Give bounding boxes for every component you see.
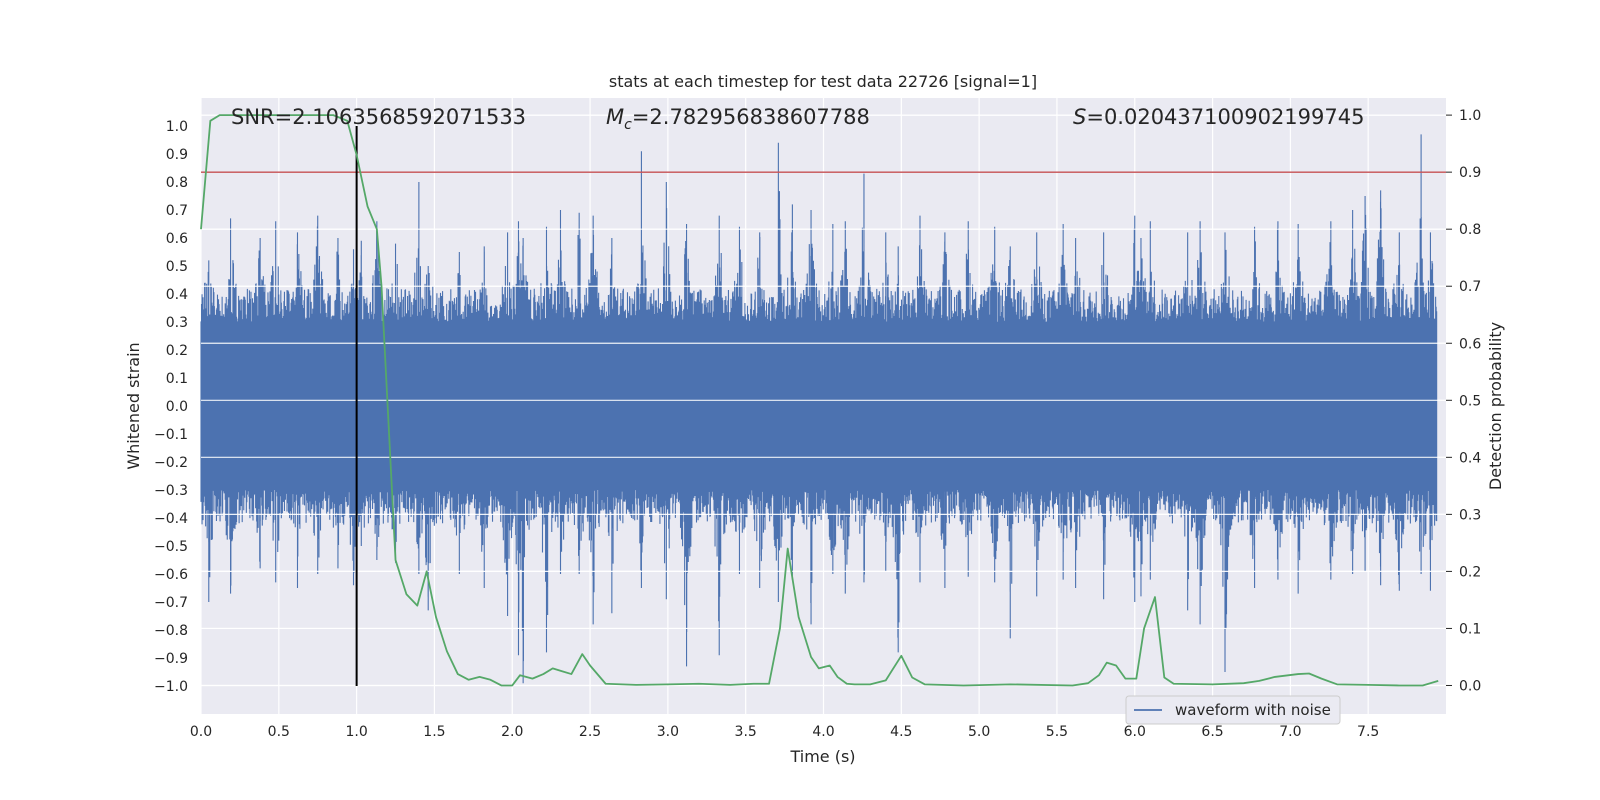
y2-tick-label: 1.0 <box>1459 108 1481 124</box>
x-axis-ticks: 0.0 0.5 1.0 1.5 2.0 2.5 3.0 3.5 4.0 4.5 5.0 5.5 6.0 6… <box>190 724 1379 740</box>
spin-annotation: S=0.020437100902199745 <box>1073 105 1364 129</box>
x-axis-label: Time (s) <box>789 747 855 766</box>
y-tick-label: −0.8 <box>154 623 188 639</box>
y2-tick-label: 0.2 <box>1459 564 1481 580</box>
y-tick-label: 1.0 <box>166 119 188 135</box>
x-tick-label: 5.0 <box>968 724 990 740</box>
y2-tick-label: 0.1 <box>1459 621 1481 637</box>
y-tick-label: −0.3 <box>154 483 188 499</box>
y-tick-label: 0.4 <box>166 287 188 303</box>
y-tick-label: 0.6 <box>166 231 188 247</box>
chirp-mass-value: =2.782956838607788 <box>632 105 870 129</box>
x-tick-label: 5.5 <box>1046 724 1068 740</box>
legend: waveform with noise <box>1125 695 1341 725</box>
x-tick-label: 0.0 <box>190 724 212 740</box>
x-tick-label: 0.5 <box>268 724 290 740</box>
y2-tick-label: 0.8 <box>1459 222 1481 238</box>
y-axis-label: Whitened strain <box>124 342 143 469</box>
chirp-mass-symbol: M <box>606 105 624 129</box>
x-tick-label: 1.0 <box>345 724 367 740</box>
x-tick-label: 6.5 <box>1201 724 1223 740</box>
spin-value: =0.020437100902199745 <box>1086 105 1364 129</box>
y-tick-label: −0.5 <box>154 539 188 555</box>
y-tick-label: −1.0 <box>154 679 188 695</box>
y2-axis-label: Detection probability <box>1486 322 1505 490</box>
spin-symbol: S <box>1073 105 1086 129</box>
y2-tick-label: 0.5 <box>1459 393 1481 409</box>
y-tick-label: 0.7 <box>166 203 188 219</box>
waveform-core-band <box>201 322 1437 490</box>
chirp-mass-annotation: Mc=2.782956838607788 <box>606 105 870 133</box>
x-tick-label: 4.0 <box>812 724 834 740</box>
legend-label: waveform with noise <box>1175 701 1331 719</box>
legend-box <box>1125 695 1341 725</box>
y-tick-label: 0.3 <box>166 315 188 331</box>
detection-probability-series <box>200 114 1439 687</box>
x-tick-label: 7.5 <box>1357 724 1379 740</box>
chirp-mass-subscript: c <box>624 117 632 133</box>
x-tick-label: 6.0 <box>1124 724 1146 740</box>
y-tick-label: −0.2 <box>154 455 188 471</box>
chart-title: stats at each timestep for test data 227… <box>609 72 1037 91</box>
y2-tick-label: 0.3 <box>1459 507 1481 523</box>
y-tick-label: −0.9 <box>154 651 188 667</box>
y-tick-label: −0.6 <box>154 567 188 583</box>
snr-annotation: SNR=2.1063568592071533 <box>231 105 526 129</box>
y2-tick-label: 0.0 <box>1459 678 1481 694</box>
y2-tick-label: 0.6 <box>1459 336 1481 352</box>
waveform-series <box>200 134 1438 684</box>
y2-tick-label: 0.9 <box>1459 165 1481 181</box>
y2-tick-label: 0.4 <box>1459 450 1481 466</box>
x-tick-label: 3.5 <box>735 724 757 740</box>
x-tick-label: 1.5 <box>423 724 445 740</box>
y-tick-label: 0.9 <box>166 147 188 163</box>
y-tick-label: 0.2 <box>166 343 188 359</box>
y-axis-ticks: 1.0 0.9 0.8 0.7 0.6 0.5 0.4 0.3 0.2 0.1 0.0 −0.1 −0.… <box>154 119 188 695</box>
y-tick-label: −0.4 <box>154 511 188 527</box>
x-tick-label: 7.0 <box>1279 724 1301 740</box>
detection-probability-line <box>200 114 1439 687</box>
x-tick-label: 3.0 <box>657 724 679 740</box>
x-tick-label: 2.5 <box>579 724 601 740</box>
y-tick-label: 0.8 <box>166 175 188 191</box>
x-tick-label: 4.5 <box>890 724 912 740</box>
y-tick-label: 0.1 <box>166 371 188 387</box>
y-tick-label: 0.0 <box>166 399 188 415</box>
x-tick-label: 2.0 <box>501 724 523 740</box>
y-tick-label: 0.5 <box>166 259 188 275</box>
reference-lines <box>201 114 1446 687</box>
y-tick-label: −0.1 <box>154 427 188 443</box>
y2-tick-label: 0.7 <box>1459 279 1481 295</box>
y2-axis-ticks: 1.0 0.9 0.8 0.7 0.6 0.5 0.4 0.3 0.2 0.1 0.0 <box>1446 108 1481 694</box>
y-tick-label: −0.7 <box>154 595 188 611</box>
